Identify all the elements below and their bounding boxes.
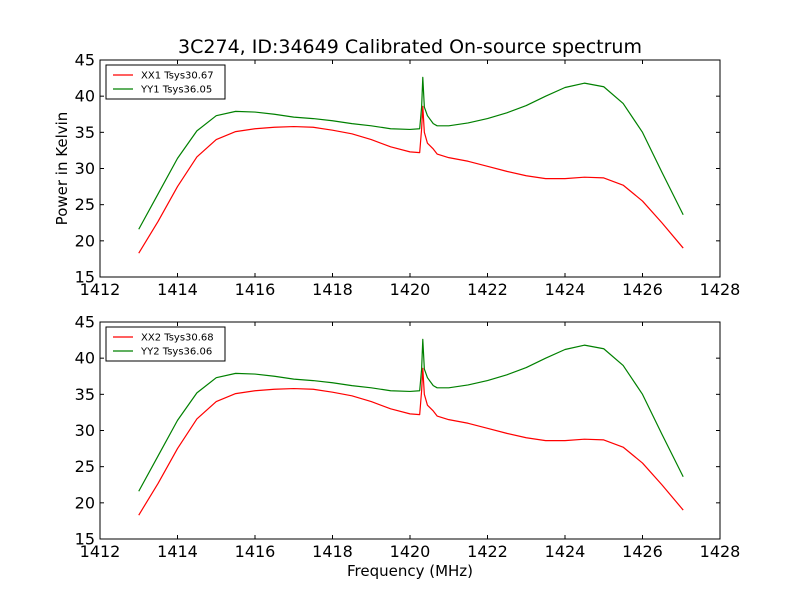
- y-tick-label: 30: [75, 159, 95, 178]
- legend-label: YY2 Tsys36.06: [140, 347, 212, 358]
- series-line-yy: [138, 338, 684, 492]
- y-axis-label: Power in Kelvin: [53, 112, 71, 226]
- x-tick-label: 1418: [312, 280, 353, 299]
- x-tick-label: 1424: [545, 542, 586, 561]
- x-tick-label: 1426: [622, 542, 663, 561]
- x-tick-label: 1428: [700, 280, 741, 299]
- x-tick-label: 1416: [235, 280, 276, 299]
- legend-label: XX1 Tsys30.67: [141, 71, 214, 82]
- top-panel: 1412 1414 1416 1418 1420 1422 1424 1426 1428 15 20…: [53, 51, 740, 300]
- chart-title: 3C274, ID:34649 Calibrated On-source spe…: [178, 36, 642, 58]
- y-tick-label: 40: [75, 349, 95, 368]
- legend-box: [105, 326, 226, 362]
- x-tick-label: 1412: [80, 542, 121, 561]
- bottom-panel: 1412 1414 1416 1418 1420 1422 1424 1426 1428 15 20…: [75, 313, 741, 581]
- series-line-xx: [138, 367, 684, 516]
- y-tick-label: 25: [75, 195, 95, 214]
- legend-label: XX2 Tsys30.68: [141, 333, 214, 344]
- x-tick-label: 1420: [390, 280, 431, 299]
- x-axis-label: Frequency (MHz): [347, 562, 473, 580]
- y-tick-label: 40: [75, 87, 95, 106]
- y-tick-label: 30: [75, 421, 95, 440]
- series-line-yy: [138, 76, 684, 230]
- x-tick-label: 1428: [700, 542, 741, 561]
- x-tick-label: 1414: [157, 280, 198, 299]
- y-tick-label: 15: [75, 530, 95, 549]
- x-tick-label: 1414: [157, 542, 198, 561]
- y-tick-label: 15: [75, 268, 95, 287]
- legend-box: [105, 64, 226, 100]
- y-tick-label: 35: [75, 123, 95, 142]
- y-tick-label: 45: [75, 51, 95, 70]
- x-tick-label: 1426: [622, 280, 663, 299]
- x-tick-label: 1418: [312, 542, 353, 561]
- x-tick-label: 1422: [467, 280, 508, 299]
- y-tick-label: 20: [75, 493, 95, 512]
- x-tick-label: 1420: [390, 542, 431, 561]
- legend: XX1 Tsys30.67 YY1 Tsys36.05: [105, 64, 226, 100]
- y-tick-label: 35: [75, 385, 95, 404]
- legend-label: YY1 Tsys36.05: [140, 85, 212, 96]
- x-tick-label: 1412: [80, 280, 121, 299]
- y-tick-label: 20: [75, 231, 95, 250]
- y-tick-label: 25: [75, 457, 95, 476]
- x-tick-label: 1424: [545, 280, 586, 299]
- x-tick-label: 1422: [467, 542, 508, 561]
- y-tick-label: 45: [75, 313, 95, 332]
- x-tick-label: 1416: [235, 542, 276, 561]
- legend: XX2 Tsys30.68 YY2 Tsys36.06: [105, 326, 226, 362]
- series-line-xx: [138, 105, 684, 254]
